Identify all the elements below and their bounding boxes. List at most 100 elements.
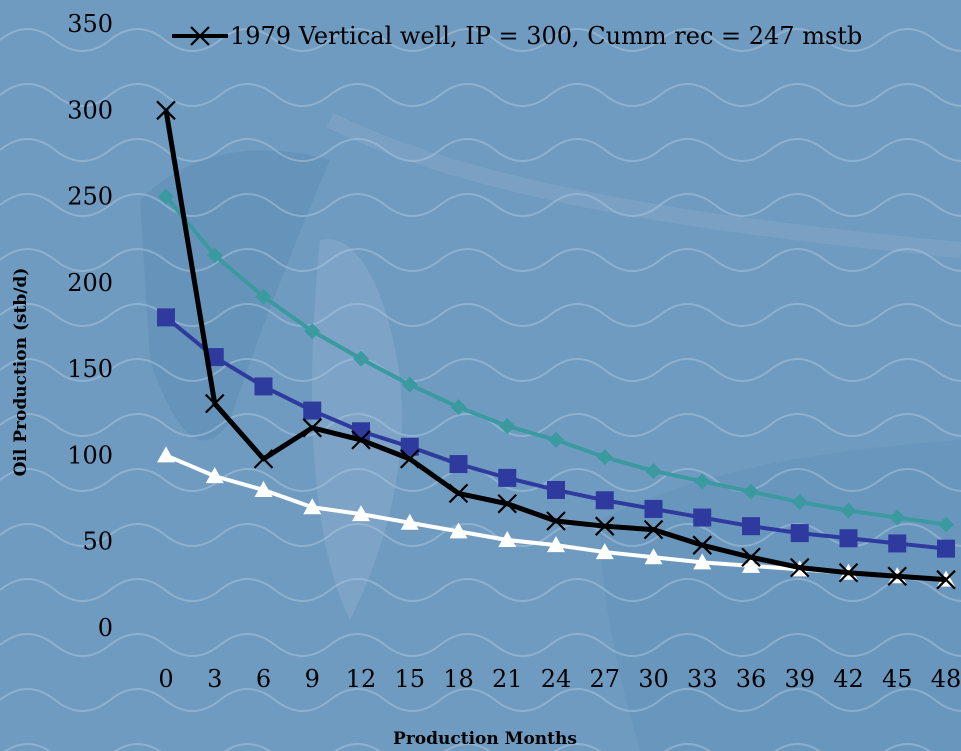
- data-point: [692, 535, 713, 555]
- data-point: [303, 498, 322, 515]
- x-tick-label: 39: [784, 665, 815, 693]
- data-point: [838, 562, 859, 583]
- data-point: [596, 449, 613, 466]
- series-layer: [156, 100, 956, 590]
- x-axis-title: Production Months: [393, 729, 577, 749]
- data-point: [547, 536, 565, 553]
- data-point: [302, 418, 323, 438]
- legend-x-marker-icon: [190, 26, 210, 46]
- x-tick-label: 18: [443, 665, 474, 693]
- x-tick-label: 0: [158, 665, 173, 693]
- data-point: [840, 502, 857, 519]
- data-point: [498, 468, 517, 487]
- data-point: [450, 399, 467, 416]
- data-point: [791, 494, 808, 511]
- data-point: [157, 308, 175, 327]
- data-point: [743, 483, 759, 500]
- x-tick-label: 45: [882, 665, 913, 693]
- x-tick-label: 12: [346, 665, 377, 693]
- data-point: [353, 350, 369, 367]
- series-diamond: [158, 188, 954, 533]
- x-tick-label: 27: [589, 665, 620, 693]
- data-point: [594, 516, 615, 536]
- data-point: [546, 511, 566, 531]
- data-point: [936, 569, 956, 590]
- data-point: [694, 473, 711, 490]
- y-tick-label: 0: [98, 614, 113, 642]
- y-axis-ticks: 0 50 100 150 200 250 300 350: [67, 10, 113, 642]
- data-point: [303, 401, 322, 420]
- data-point: [400, 437, 419, 456]
- x-tick-label: 9: [305, 665, 320, 693]
- data-point: [887, 566, 908, 587]
- x-tick-label: 36: [736, 665, 767, 693]
- data-point: [157, 446, 175, 463]
- data-point: [254, 480, 273, 497]
- x-tick-label: 48: [931, 665, 961, 693]
- data-point: [304, 323, 321, 340]
- data-point: [548, 431, 564, 448]
- y-tick-label: 150: [67, 355, 113, 383]
- data-point: [645, 462, 662, 479]
- data-point: [499, 418, 516, 435]
- data-point: [937, 539, 955, 558]
- data-point: [644, 499, 663, 518]
- series-line: [164, 195, 947, 527]
- data-point: [643, 519, 664, 540]
- data-point: [401, 376, 418, 393]
- x-tick-label: 21: [492, 665, 523, 693]
- series-triangle: [157, 446, 955, 587]
- data-point: [158, 188, 174, 205]
- data-point: [352, 505, 370, 522]
- data-point: [449, 522, 468, 539]
- data-point: [889, 509, 906, 526]
- data-point: [839, 529, 858, 548]
- x-tick-label: 42: [833, 665, 864, 693]
- legend-label: 1979 Vertical well, IP = 300, Cumm rec =…: [230, 22, 862, 50]
- data-point: [741, 547, 761, 568]
- data-point: [204, 393, 225, 414]
- data-point: [693, 553, 712, 570]
- y-tick-label: 50: [82, 528, 113, 556]
- data-point: [255, 288, 272, 305]
- data-point: [351, 430, 371, 450]
- series-x: [156, 100, 956, 590]
- data-point: [205, 467, 224, 484]
- data-point: [644, 548, 663, 565]
- data-point: [595, 491, 614, 510]
- data-point: [400, 513, 419, 530]
- y-tick-label: 250: [67, 183, 113, 211]
- data-point: [789, 557, 810, 578]
- x-axis-ticks: 0 3 6 9 12 15 18 21 24 27 30 33 36 39 42 45 48: [158, 665, 961, 693]
- data-point: [693, 508, 712, 527]
- y-tick-label: 300: [67, 96, 113, 124]
- x-tick-label: 30: [638, 665, 669, 693]
- data-point: [449, 455, 468, 474]
- series-line: [165, 453, 947, 582]
- data-point: [253, 449, 274, 469]
- y-tick-label: 200: [67, 269, 113, 297]
- y-tick-label: 100: [67, 441, 113, 469]
- data-point: [254, 377, 273, 396]
- x-tick-label: 15: [394, 665, 425, 693]
- data-point: [790, 524, 809, 543]
- x-tick-label: 24: [541, 665, 572, 693]
- data-point: [888, 534, 907, 553]
- x-tick-label: 33: [687, 665, 718, 693]
- data-point: [498, 530, 517, 547]
- data-point: [938, 516, 954, 533]
- data-point: [399, 449, 420, 469]
- data-point: [595, 543, 614, 560]
- x-tick-label: 3: [207, 665, 222, 693]
- data-point: [547, 480, 565, 499]
- data-point: [156, 100, 176, 121]
- y-tick-label: 350: [67, 10, 113, 38]
- series-line: [163, 109, 947, 583]
- data-point: [742, 517, 760, 536]
- data-point: [206, 247, 223, 264]
- y-axis-title: Oil Production (stb/d): [11, 268, 31, 477]
- legend: 1979 Vertical well, IP = 300, Cumm rec =…: [172, 22, 862, 50]
- data-point: [448, 483, 469, 504]
